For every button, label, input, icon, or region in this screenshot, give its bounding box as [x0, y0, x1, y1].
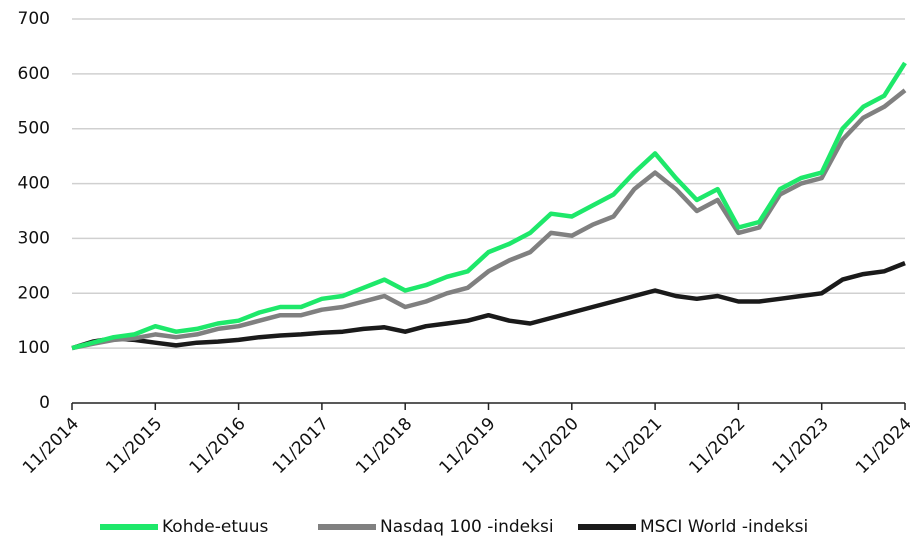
y-tick-label: 400	[18, 174, 50, 194]
x-tick-label: 11/2023	[769, 414, 833, 478]
x-tick-label: 11/2017	[269, 414, 333, 478]
series-line	[71, 261, 906, 351]
legend-label: Kohde-etuus	[162, 517, 269, 537]
series-line	[71, 88, 907, 351]
legend-label: MSCI World -indeksi	[640, 517, 808, 537]
y-tick-label: 200	[18, 283, 50, 303]
y-tick-label: 0	[39, 393, 50, 413]
y-tick-label: 300	[18, 228, 50, 248]
x-tick-label: 11/2022	[685, 414, 749, 478]
y-tick-label: 700	[18, 9, 50, 29]
x-tick-label: 11/2024	[852, 414, 910, 478]
y-tick-label: 500	[18, 119, 50, 139]
legend-label: Nasdaq 100 -indeksi	[380, 517, 554, 537]
x-tick-label: 11/2019	[435, 414, 499, 478]
x-tick-label: 11/2018	[352, 414, 416, 478]
x-tick-label: 11/2014	[19, 414, 83, 478]
y-tick-label: 100	[18, 338, 50, 358]
series-line	[71, 61, 907, 351]
x-tick-label: 11/2015	[102, 414, 166, 478]
y-tick-label: 600	[18, 64, 50, 84]
x-tick-label: 11/2020	[519, 414, 583, 478]
x-tick-label: 11/2016	[186, 414, 250, 478]
x-tick-label: 11/2021	[602, 414, 666, 478]
